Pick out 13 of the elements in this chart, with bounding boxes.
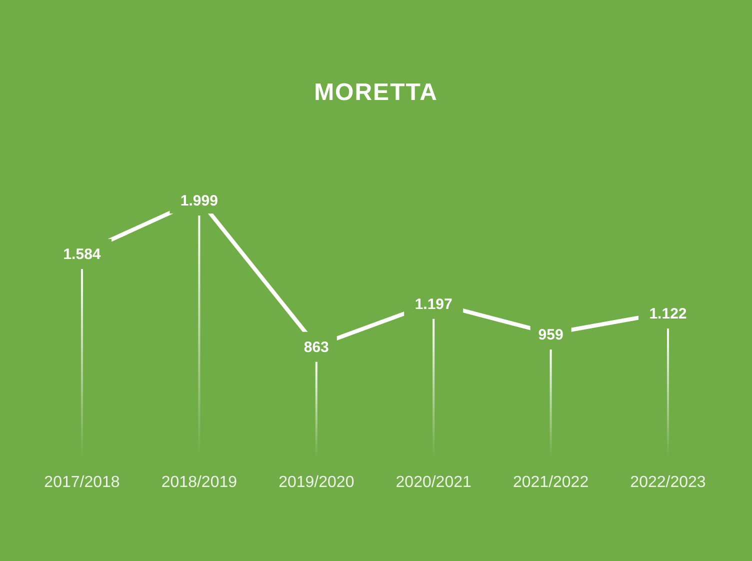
x-tick-label: 2018/2019	[161, 474, 238, 491]
x-tick-label: 2019/2020	[278, 474, 354, 491]
data-label: 863	[304, 338, 329, 356]
chart-title: MORETTA	[314, 79, 438, 106]
data-label: 1.197	[414, 296, 452, 313]
data-label: 1.584	[63, 246, 102, 263]
data-label: 1.999	[180, 192, 218, 210]
x-tick-label: 2022/2023	[630, 474, 706, 491]
data-label: 1.122	[649, 305, 687, 322]
x-tick-label: 2021/2022	[512, 474, 589, 491]
x-tick-label: 2020/2021	[396, 474, 472, 491]
x-tick-label: 2017/2018	[44, 474, 120, 491]
data-label: 959	[538, 326, 564, 344]
